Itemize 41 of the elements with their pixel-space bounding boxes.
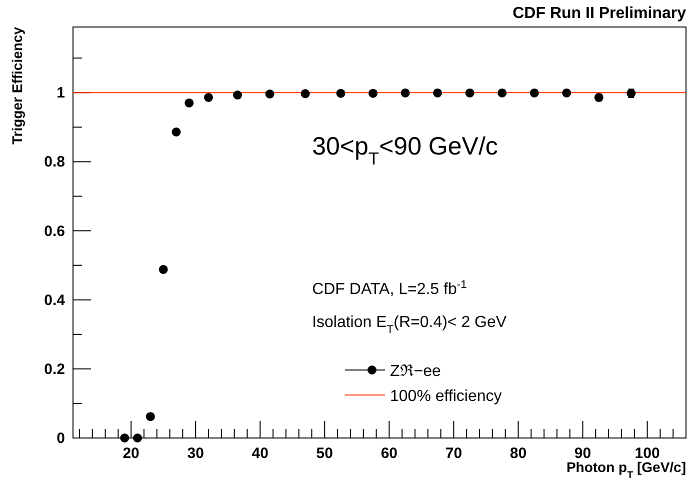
point [300, 89, 310, 98]
chart-title: CDF Run II Preliminary [512, 5, 686, 22]
y-tick-label: 0 [56, 430, 65, 447]
y-tick-label: 0.2 [44, 360, 65, 378]
x-tick-label: 20 [122, 445, 140, 462]
point [146, 412, 155, 422]
point [204, 92, 214, 102]
legend-label: Zℜ−ee [390, 363, 442, 380]
point [336, 88, 346, 98]
point [562, 88, 572, 98]
x-tick-label: 30 [187, 445, 204, 462]
point [530, 88, 539, 98]
y-tick-label: 1 [56, 84, 65, 102]
point [120, 434, 130, 442]
y-tick-label: 0.4 [44, 292, 66, 309]
x-tick-label: 40 [252, 445, 268, 462]
legend-label: 100% efficiency [390, 388, 502, 405]
point [265, 90, 274, 99]
annotation: Isolation E$_{T}$(R=0.4)< 2 GeV [312, 314, 507, 336]
x-tick-label: 90 [574, 445, 592, 462]
point [433, 88, 442, 98]
annotation: 30<p$_{T}$<90 GeV/c [312, 132, 498, 168]
x-tick-label: 80 [510, 445, 527, 462]
y-tick-label: 0.6 [44, 222, 65, 240]
y-tick-label: 0.8 [44, 154, 65, 171]
x-tick-label: 100 [634, 445, 660, 462]
x-axis-title: Photon p$_{T}$ [GeV/c] [566, 459, 686, 480]
annotation: CDF DATA, L=2.5 fb$^{-1}$ [312, 279, 467, 298]
x-tick-label: 60 [380, 445, 398, 462]
point [498, 88, 507, 98]
y-axis-title: Trigger Efficiency [9, 26, 25, 144]
point [233, 90, 242, 100]
point [172, 127, 181, 136]
x-tick-label: 50 [316, 445, 333, 462]
point [184, 98, 194, 108]
point [133, 434, 142, 442]
x-tick-label: 70 [445, 445, 462, 462]
point [368, 88, 378, 98]
point [400, 88, 410, 98]
point [158, 264, 168, 274]
point [465, 88, 474, 98]
